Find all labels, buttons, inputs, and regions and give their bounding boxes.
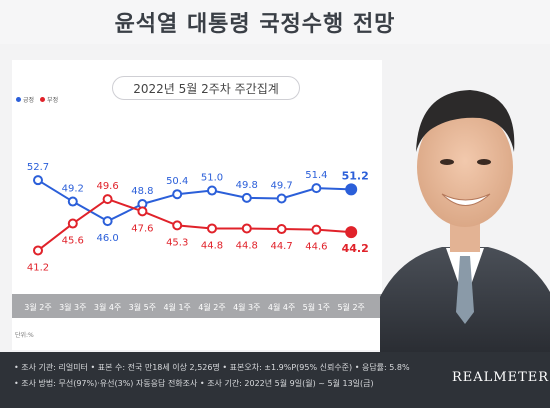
x-tick-label-1: 3월 3주 — [59, 302, 86, 312]
x-tick-labels: 3월 2주 3월 3주 3월 4주 3월 5주 4월 1주 4월 2주 4월 3주 4월 4주… — [24, 302, 365, 312]
data-point-1-3 — [137, 206, 148, 217]
data-label-1-7: 44.7 — [270, 241, 292, 252]
unit-label: 단위:% — [15, 332, 34, 339]
x-tick-label-8: 5월 1주 — [303, 302, 330, 312]
data-point-1-8 — [311, 224, 322, 235]
legend-item-negative: 부정 — [40, 95, 58, 104]
data-label-1-3: 47.6 — [131, 223, 153, 234]
data-label-1-4: 45.3 — [166, 237, 188, 248]
chart-legend: 긍정 부정 — [16, 95, 58, 104]
series-points — [33, 175, 358, 256]
data-point-0-6 — [241, 192, 252, 203]
footer-survey-info: • 조사 기관: 리얼미터 • 표본 수: 전국 만18세 이상 2,526명 … — [14, 363, 410, 372]
footer-method-info: • 조사 방법: 무선(97%)·유선(3%) 자동응답 전화조사 • 조사 기… — [14, 379, 374, 388]
x-tick-label-9: 5월 2주 — [337, 302, 364, 312]
data-labels: 52.7 49.2 46.0 48.8 50.4 51.0 49.8 49.7 51.4 51.2… — [27, 162, 369, 273]
data-label-0-4: 50.4 — [166, 176, 188, 187]
data-label-1-6: 44.8 — [236, 240, 258, 251]
data-point-1-9 — [345, 226, 358, 239]
data-label-0-1: 49.2 — [62, 184, 84, 195]
data-point-1-5 — [207, 223, 217, 234]
data-label-0-8: 51.4 — [305, 170, 327, 181]
data-label-0-5: 51.0 — [201, 173, 223, 184]
legend-label-negative: 부정 — [47, 97, 59, 104]
legend-item-positive: 긍정 — [16, 95, 34, 104]
data-point-1-6 — [241, 223, 252, 234]
x-tick-label-4: 4월 1주 — [163, 302, 190, 312]
legend-swatch-negative — [40, 97, 46, 102]
data-point-0-5 — [207, 185, 217, 196]
x-tick-label-5: 4월 2주 — [198, 302, 225, 312]
data-point-1-1 — [67, 218, 78, 229]
data-point-0-1 — [67, 196, 78, 207]
data-label-0-6: 49.8 — [236, 180, 258, 191]
data-point-0-8 — [311, 183, 322, 194]
x-tick-label-3: 3월 5주 — [129, 302, 156, 312]
data-label-0-7: 49.7 — [270, 181, 292, 192]
data-point-1-7 — [276, 224, 287, 235]
data-label-1-1: 45.6 — [62, 236, 84, 247]
x-tick-label-6: 4월 3주 — [233, 302, 260, 312]
data-label-0-3: 48.8 — [131, 186, 153, 197]
data-label-1-8: 44.6 — [305, 242, 327, 253]
data-point-0-4 — [172, 189, 183, 200]
series-lines — [37, 179, 352, 252]
brand-logo: REALMETER — [452, 370, 550, 385]
data-point-0-9 — [345, 183, 358, 196]
page-title: 윤석열 대통령 국정수행 전망 — [114, 12, 396, 37]
chart-subtitle: 2022년 5월 2주차 주간집계 — [112, 76, 300, 100]
data-point-1-4 — [172, 220, 183, 231]
x-axis-band — [12, 294, 382, 318]
data-point-0-0 — [33, 175, 43, 186]
data-point-1-2 — [102, 194, 113, 205]
footer-band: • 조사 기관: 리얼미터 • 표본 수: 전국 만18세 이상 2,526명 … — [0, 352, 550, 408]
x-tick-label-2: 3월 4주 — [94, 302, 121, 312]
data-label-1-0: 41.2 — [27, 262, 49, 273]
series-line-1 — [37, 197, 352, 252]
legend-label-positive: 긍정 — [23, 97, 35, 104]
data-label-1-5: 44.8 — [201, 240, 223, 251]
title-band: 윤석열 대통령 국정수행 전망 — [0, 0, 550, 44]
data-point-1-0 — [33, 245, 43, 256]
data-label-0-2: 46.0 — [96, 233, 118, 244]
data-label-0-9: 51.2 — [342, 169, 369, 182]
x-tick-label-7: 4월 4주 — [268, 302, 295, 312]
x-tick-label-0: 3월 2주 — [24, 302, 51, 312]
data-label-1-2: 49.6 — [96, 181, 118, 192]
data-point-0-7 — [276, 193, 287, 204]
data-point-0-2 — [102, 216, 113, 227]
president-photo — [380, 90, 550, 352]
data-label-1-9: 44.2 — [342, 242, 369, 255]
legend-swatch-positive — [16, 97, 21, 102]
data-label-0-0: 52.7 — [27, 162, 49, 173]
